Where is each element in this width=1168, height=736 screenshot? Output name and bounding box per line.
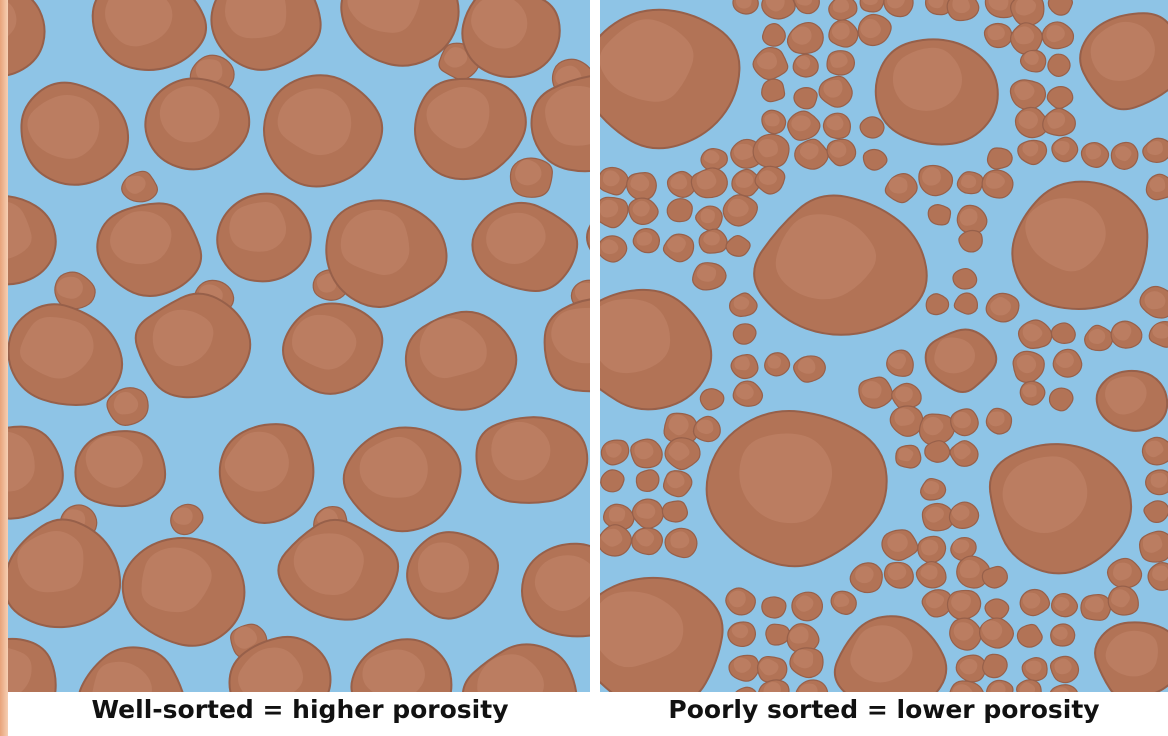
grain xyxy=(662,501,687,522)
caption-left: Well-sorted = higher porosity xyxy=(91,695,508,724)
grain xyxy=(1051,323,1075,343)
grain-highlight xyxy=(764,113,779,126)
grain xyxy=(733,324,756,344)
grain xyxy=(982,566,1007,587)
grain xyxy=(959,230,982,251)
illustration: Well-sorted = higher porosity Poorly sor… xyxy=(0,0,1168,736)
grain xyxy=(953,269,977,289)
grain-highlight xyxy=(923,481,939,494)
grain xyxy=(762,597,786,618)
grain xyxy=(570,732,603,736)
grain-highlight xyxy=(57,714,85,736)
grain xyxy=(983,654,1007,677)
grain-highlight xyxy=(545,86,609,146)
grain xyxy=(766,624,790,645)
page: Well-sorted = higher porosity Poorly sor… xyxy=(0,0,1168,736)
grain-highlight xyxy=(362,649,425,699)
grain xyxy=(987,148,1012,169)
grain xyxy=(762,79,785,102)
grain xyxy=(1048,54,1070,76)
grain xyxy=(636,470,659,492)
grain xyxy=(925,441,950,463)
grain-highlight xyxy=(636,503,655,518)
grain-highlight xyxy=(700,209,715,224)
grain-highlight xyxy=(57,277,83,299)
edge xyxy=(0,0,8,736)
grain-highlight xyxy=(889,177,908,194)
grain xyxy=(928,205,950,225)
grain-highlight xyxy=(418,542,469,592)
grain xyxy=(667,199,692,222)
grain-highlight xyxy=(609,507,625,522)
caption-right: Poorly sorted = lower porosity xyxy=(668,695,1099,724)
grain-highlight xyxy=(585,299,670,373)
grain xyxy=(860,117,884,138)
grain xyxy=(985,599,1009,619)
grain xyxy=(794,88,817,109)
grain-highlight xyxy=(833,0,849,13)
grain xyxy=(601,470,624,492)
